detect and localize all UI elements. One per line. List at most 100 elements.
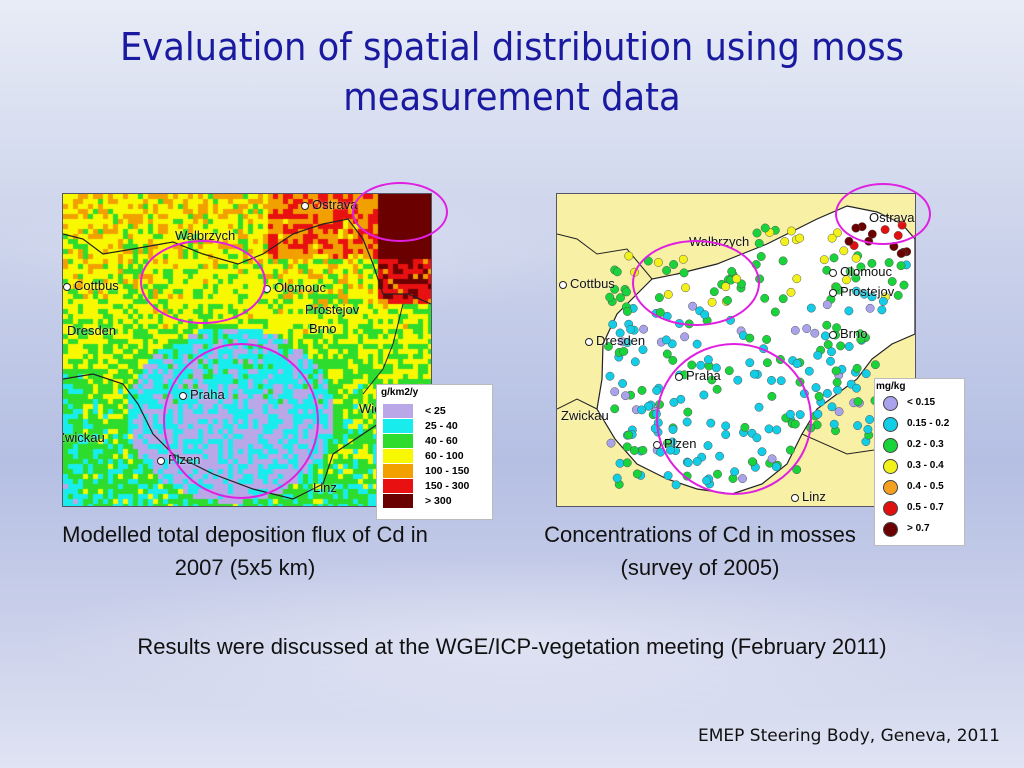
moss-sample-dot (865, 415, 875, 424)
moss-sample-dot (802, 324, 812, 334)
legend-swatch (383, 464, 413, 478)
caption-right: Concentrations of Cd in mosses (survey o… (544, 522, 856, 580)
moss-sample-dot (853, 397, 863, 407)
legend-row: < 25 (383, 404, 488, 418)
moss-sample-dot (896, 249, 906, 258)
moss-sample-dot (605, 371, 615, 381)
moss-sample-dot (833, 385, 843, 395)
moss-sample-dot (806, 303, 816, 313)
moss-sample-dot (638, 445, 648, 455)
legend-label: 0.5 - 0.7 (907, 502, 944, 513)
moss-sample-dot (692, 339, 702, 349)
legend-dot (883, 438, 898, 453)
moss-sample-dot (760, 223, 770, 233)
moss-sample-dot (861, 369, 871, 379)
moss-sample-dot (822, 388, 832, 398)
moss-sample-dot (637, 405, 647, 415)
moss-sample-dot (606, 438, 616, 448)
city-label-zwickau: Zwickau (63, 430, 105, 445)
moss-sample-dot (756, 252, 766, 261)
moss-sample-dot (762, 335, 772, 344)
moss-sample-dot (671, 480, 681, 490)
legend-label: 0.3 - 0.4 (907, 460, 944, 471)
moss-sample-dot (836, 341, 846, 351)
legend-row: 40 - 60 (383, 434, 488, 448)
moss-sample-dot (612, 267, 622, 277)
moss-sample-dot (804, 366, 814, 376)
legend-dot (883, 480, 898, 495)
legend-label: 60 - 100 (425, 450, 464, 462)
moss-sample-dot (839, 246, 849, 256)
moss-sample-dot (610, 404, 620, 414)
moss-sample-dot (778, 294, 788, 304)
moss-sample-dot (811, 383, 821, 393)
moss-sample-dot (622, 287, 631, 297)
city-label-linz-right: Linz (791, 489, 826, 504)
moss-sample-dot (852, 363, 862, 373)
moss-sample-dot (813, 350, 823, 360)
legend-label: > 300 (425, 495, 452, 507)
city-label-brno: Brno (309, 321, 337, 336)
legend-dot (883, 396, 898, 411)
city-label-zwickau-right: Zwickau (561, 408, 609, 423)
legend-row: 0.3 - 0.4 (883, 457, 961, 475)
moss-sample-dot (877, 305, 887, 315)
moss-sample-dot (852, 383, 861, 393)
moss-sample-dot (629, 446, 639, 455)
legend-dot (883, 459, 898, 474)
moss-sample-dot (844, 306, 854, 316)
legend-dot (883, 417, 898, 432)
city-label-dresden-right: Dresden (585, 333, 645, 348)
legend-unit-label: g/km2/y (381, 387, 419, 398)
moss-sample-dot (778, 256, 788, 266)
legend-label: 100 - 150 (425, 465, 470, 477)
moss-sample-dot (632, 469, 642, 479)
moss-sample-dot (827, 233, 837, 243)
city-label-prostejov: Prostejov (305, 302, 360, 317)
moss-sample-dot (790, 325, 800, 335)
city-label-ostrava: Ostrava (301, 197, 358, 212)
moss-sample-dot (834, 407, 844, 417)
legend-row: 0.15 - 0.2 (883, 415, 961, 433)
moss-sample-dot (792, 274, 802, 284)
moss-sample-dot (622, 307, 632, 316)
moss-sample-dot (619, 346, 629, 356)
moss-sample-dot (827, 347, 836, 357)
moss-sample-dot (853, 421, 863, 431)
legend-swatch (383, 449, 413, 463)
moss-sample-dot (610, 387, 620, 397)
slide-title: Evaluation of spatial distribution using… (119, 25, 905, 119)
moss-sample-dot (844, 342, 854, 351)
legend-swatch (383, 434, 413, 448)
legend-swatch (383, 404, 413, 418)
moss-sample-dot (662, 349, 672, 359)
legend-row: > 300 (383, 494, 488, 508)
moss-sample-dot (827, 402, 837, 412)
legend-dot (883, 522, 898, 537)
meeting-note: Results were discussed at the WGE/ICP-ve… (137, 634, 887, 659)
legend-row: 0.2 - 0.3 (883, 436, 961, 454)
moss-sample-dot (754, 238, 764, 248)
moss-sample-dot (819, 255, 829, 265)
moss-sample-dot (752, 228, 762, 238)
moss-sample-dot (829, 419, 839, 429)
deposition-legend: g/km2/y < 25 25 - 40 40 - 60 60 - 100 100 - … (376, 384, 493, 520)
moss-sample-dot (624, 430, 634, 440)
moss-sample-dot (621, 391, 630, 401)
moss-sample-dot (680, 332, 690, 342)
legend-swatch (383, 419, 413, 433)
moss-sample-dot (810, 328, 820, 338)
moss-sample-dot (760, 293, 770, 303)
city-label-cottbus-right: Cottbus (559, 276, 615, 291)
moss-sample-dot (865, 303, 875, 313)
legend-label: < 25 (425, 405, 446, 417)
moss-sample-dot (870, 360, 880, 370)
moss-sample-dot (637, 385, 647, 395)
city-label-prostejov-right: Prostejov (829, 284, 894, 299)
legend-unit-label-right: mg/kg (876, 381, 906, 392)
legend-label: 0.4 - 0.5 (907, 481, 944, 492)
moss-sample-dot (616, 293, 625, 303)
moss-sample-dot (896, 261, 906, 271)
moss-sample-dot (661, 335, 671, 345)
moss-sample-dot (612, 473, 622, 483)
